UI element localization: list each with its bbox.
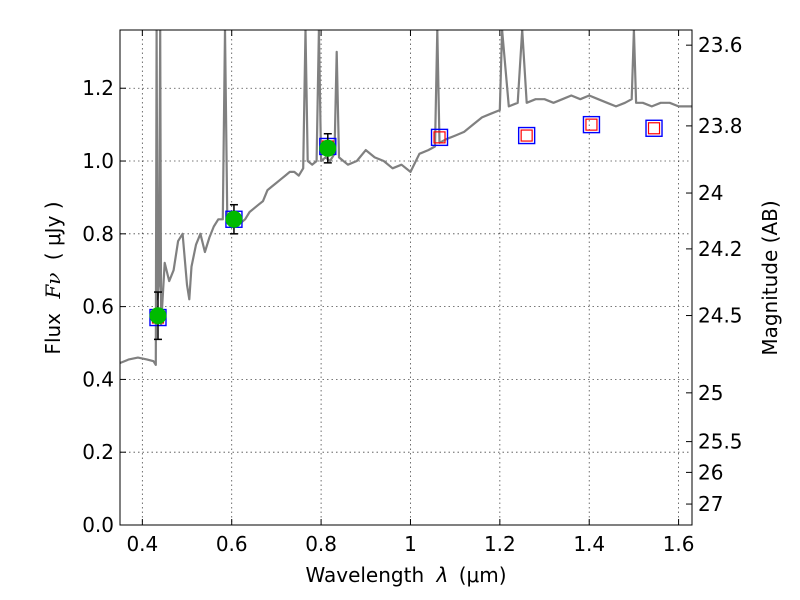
y2-tick-label: 24 (698, 181, 723, 205)
model-point-inner (433, 131, 446, 144)
y-tick-label: 0.8 (82, 222, 114, 246)
y2-tick-label: 26 (698, 460, 723, 484)
y-tick-label: 0.2 (82, 440, 114, 464)
template-spectrum-line (120, 30, 692, 366)
model-point-inner (520, 129, 533, 142)
model-point-box (582, 115, 601, 134)
plot-frame (119, 29, 693, 526)
model-point-box (430, 128, 449, 147)
y2-tick-label: 23.8 (698, 114, 743, 138)
data-points-layer (149, 115, 663, 341)
x-tick-label: 0.6 (216, 532, 248, 556)
x-tick-label: 0.4 (126, 532, 158, 556)
y2-tick-label: 25.5 (698, 430, 743, 454)
x-tick-label: 1.4 (573, 532, 605, 556)
x-tick-label: 1 (404, 532, 417, 556)
observed-point (225, 210, 243, 228)
ticks: 0.4 0.6 0.8 1 1.2 1.4 1.6 0.0 0.2 0.4 0.6 0.8 1.0 1.2… (82, 30, 743, 556)
template-spectrum-layer (120, 30, 692, 366)
observed-point (149, 307, 167, 325)
y-tick-label: 1.0 (82, 149, 114, 173)
observed-point (319, 139, 337, 157)
model-point-box (645, 119, 663, 137)
x-tick-label: 0.8 (305, 532, 337, 556)
y2-axis-title: Magnitude (AB) (758, 200, 782, 355)
y2-tick-label: 24.5 (698, 304, 743, 328)
x-tick-label: 1.2 (484, 532, 516, 556)
y2-tick-label: 25 (698, 381, 723, 405)
y2-tick-label: 24.2 (698, 237, 743, 261)
y-tick-label: 0.6 (82, 295, 114, 319)
y-axis-title: Flux Fν ( μJy ) (41, 201, 65, 354)
y2-tick-label: 27 (698, 492, 723, 516)
model-point-box (517, 126, 536, 145)
model-point-inner (585, 118, 598, 131)
y-tick-label: 1.2 (82, 76, 114, 100)
x-axis-title: Wavelength λ (μm) (305, 563, 506, 587)
grid (120, 30, 692, 526)
model-point-inner (647, 122, 661, 135)
y2-tick-label: 23.6 (698, 33, 743, 57)
x-tick-label: 1.6 (663, 532, 695, 556)
y-tick-label: 0.4 (82, 367, 114, 391)
y-tick-label: 0.0 (82, 513, 114, 537)
